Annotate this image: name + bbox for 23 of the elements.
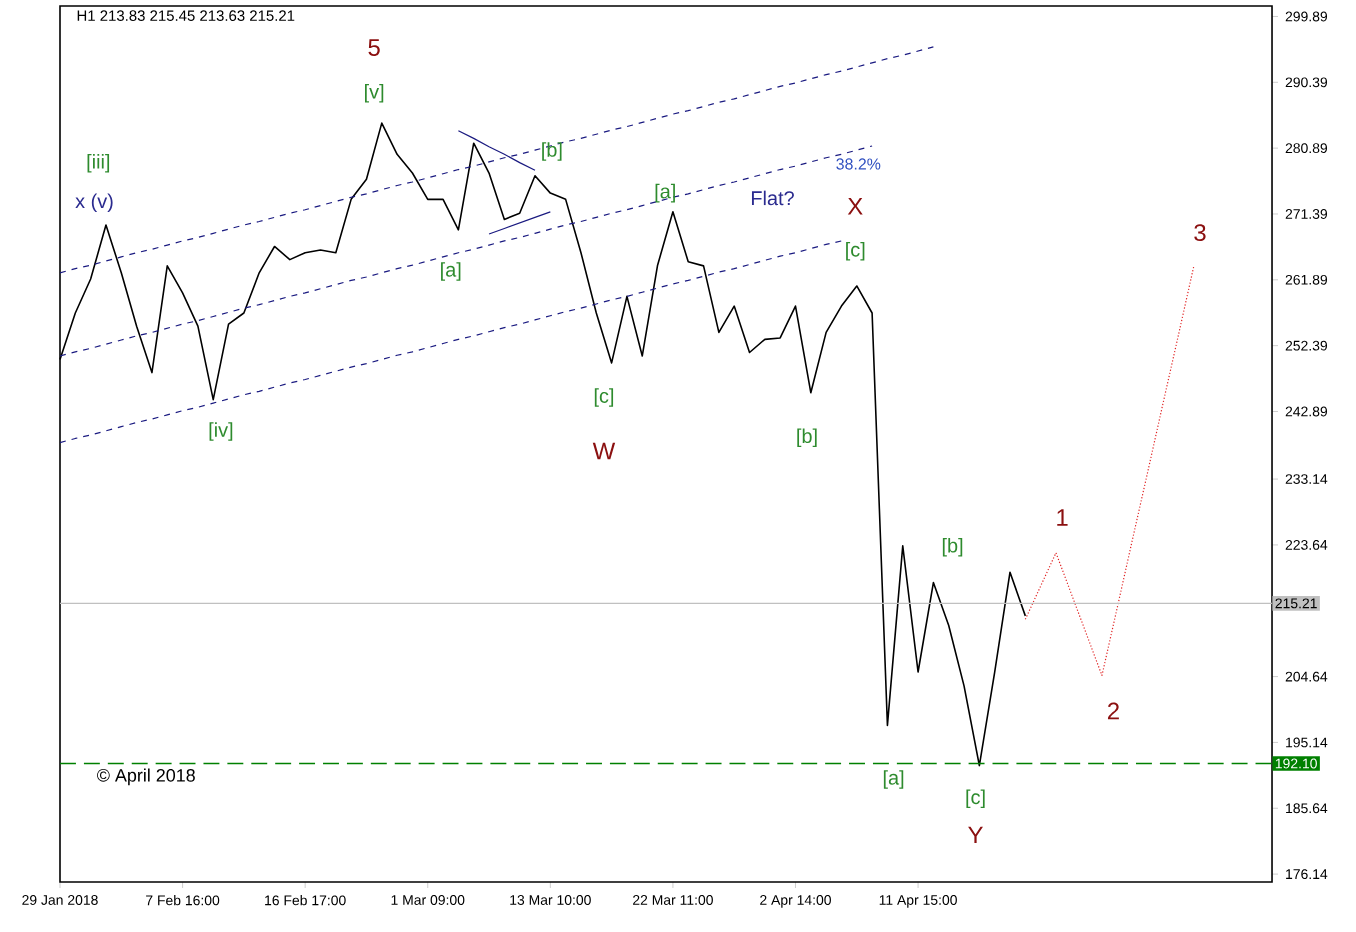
annotation: [c] (966, 789, 985, 809)
annotation: [c] (594, 388, 614, 407)
annotation: W (592, 442, 616, 460)
annotation: Flat? (751, 190, 794, 206)
annotation: © April 2018 (97, 768, 195, 786)
annotation: 2 (1107, 702, 1119, 720)
annotation: Y (968, 826, 983, 844)
annotation: [a] (441, 262, 461, 281)
annotation: 5 (368, 39, 380, 56)
annotation: [v] (365, 84, 384, 103)
annotation: [c] (846, 242, 865, 261)
annotation: 1 (1057, 509, 1068, 526)
annotation: [a] (655, 183, 675, 203)
annotation: [iii] (87, 154, 110, 173)
line-series (457, 130, 536, 171)
annotation: x (v) (75, 193, 113, 213)
annotation: [b] (797, 428, 817, 448)
annotation: [a] (883, 770, 904, 789)
annotation: [b] (542, 142, 562, 161)
annotation: 3 (1194, 224, 1206, 242)
annotation: X (847, 198, 863, 215)
annotation: [b] (942, 537, 963, 557)
annotation: [iv] (209, 422, 233, 441)
